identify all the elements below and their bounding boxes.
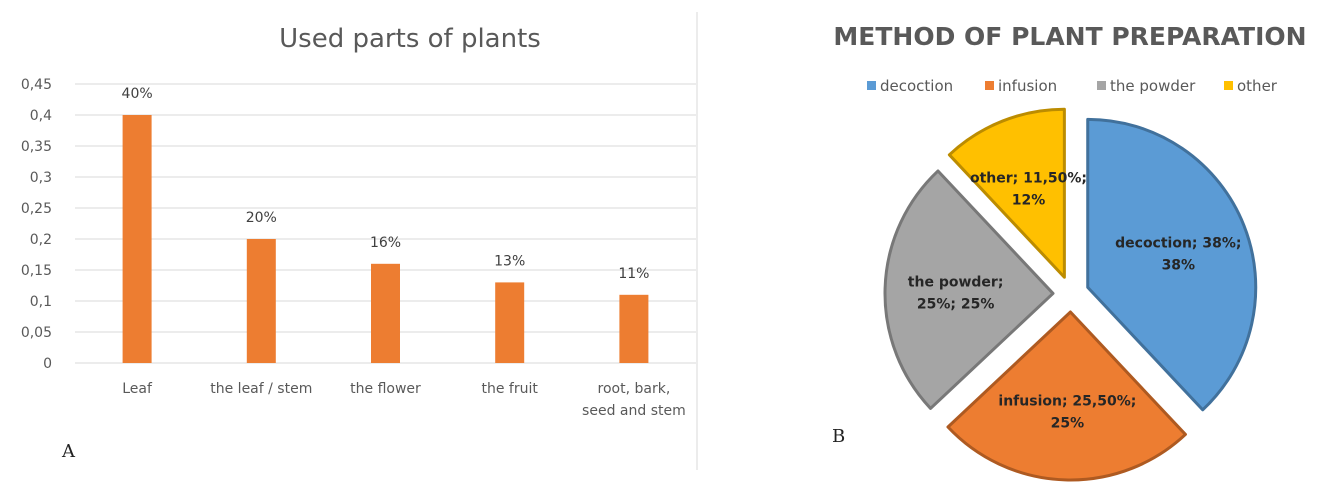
- bar-chart-panel: Used parts of plants 0 0,05 0,1 0,15 0,2 0,25…: [21, 24, 696, 462]
- pie-chart-panel: METHOD OF PLANT PREPARATION decoction inf…: [832, 22, 1307, 482]
- legend-swatch: [1097, 81, 1106, 90]
- x-tick-label: the flower: [350, 381, 421, 397]
- y-tick-label: 0,2: [30, 232, 52, 248]
- x-tick-label: the leaf / stem: [210, 381, 312, 397]
- pie-slice-label: decoction; 38%; 38%: [1115, 236, 1241, 274]
- bar-data-label: 40%: [122, 86, 153, 102]
- y-tick-label: 0,25: [21, 201, 52, 217]
- pie-slices: [883, 107, 1258, 482]
- pie-slice: [1086, 117, 1258, 412]
- bar: [371, 263, 400, 363]
- y-tick-label: 0,05: [21, 325, 52, 341]
- bar-data-label: 20%: [246, 210, 277, 226]
- panel-label-b: B: [832, 426, 845, 447]
- legend-label: the powder: [1110, 77, 1196, 95]
- legend-label: infusion: [998, 77, 1057, 95]
- x-tick-label: Leaf: [122, 381, 153, 397]
- pie-slice-labels: decoction; 38%; 38% infusion; 25,50%; 25% th…: [908, 171, 1242, 432]
- bar-series: [122, 115, 649, 363]
- legend-swatch: [1224, 81, 1233, 90]
- y-tick-label: 0,4: [30, 108, 52, 124]
- pie-slice: [947, 107, 1066, 279]
- y-tick-label: 0,15: [21, 263, 52, 279]
- bar-data-label: 11%: [618, 266, 649, 282]
- x-tick-label: seed and stem: [582, 403, 686, 419]
- legend-label: other: [1237, 77, 1278, 95]
- bar-x-axis: Leaf the leaf / stem the flower the fruit ro…: [122, 381, 685, 419]
- bar-y-axis: 0 0,05 0,1 0,15 0,2 0,25 0,3 0,35 0,4 0,45: [21, 77, 52, 372]
- bar-data-labels: 40% 20% 16% 13% 11%: [122, 86, 650, 282]
- legend-swatch: [867, 81, 876, 90]
- legend-swatch: [985, 81, 994, 90]
- pie-legend: decoction infusion the powder other: [867, 77, 1278, 95]
- panel-label-a: A: [61, 441, 76, 462]
- legend-label: decoction: [880, 77, 953, 95]
- pie-slice: [946, 310, 1187, 482]
- y-tick-label: 0: [43, 356, 52, 372]
- bar-data-label: 16%: [370, 235, 401, 251]
- bar: [619, 294, 649, 363]
- bar-grid: [75, 83, 696, 364]
- bar-data-label: 13%: [494, 253, 525, 269]
- pie-slice: [883, 169, 1055, 410]
- y-tick-label: 0,3: [30, 170, 52, 186]
- pie-slice-label: the powder; 25%; 25%: [908, 274, 1004, 312]
- bar: [495, 282, 525, 363]
- bar: [122, 115, 152, 363]
- y-tick-label: 0,45: [21, 77, 52, 93]
- bar-chart-title: Used parts of plants: [279, 24, 541, 54]
- pie-slice-label: infusion; 25,50%; 25%: [998, 393, 1136, 431]
- bar: [246, 239, 276, 363]
- pie-slice-label: other; 11,50%; 12%: [970, 171, 1087, 209]
- x-tick-label: root, bark,: [598, 381, 671, 397]
- x-tick-label: the fruit: [482, 381, 539, 397]
- pie-chart-title: METHOD OF PLANT PREPARATION: [833, 22, 1306, 51]
- y-tick-label: 0,1: [30, 294, 52, 310]
- y-tick-label: 0,35: [21, 139, 52, 155]
